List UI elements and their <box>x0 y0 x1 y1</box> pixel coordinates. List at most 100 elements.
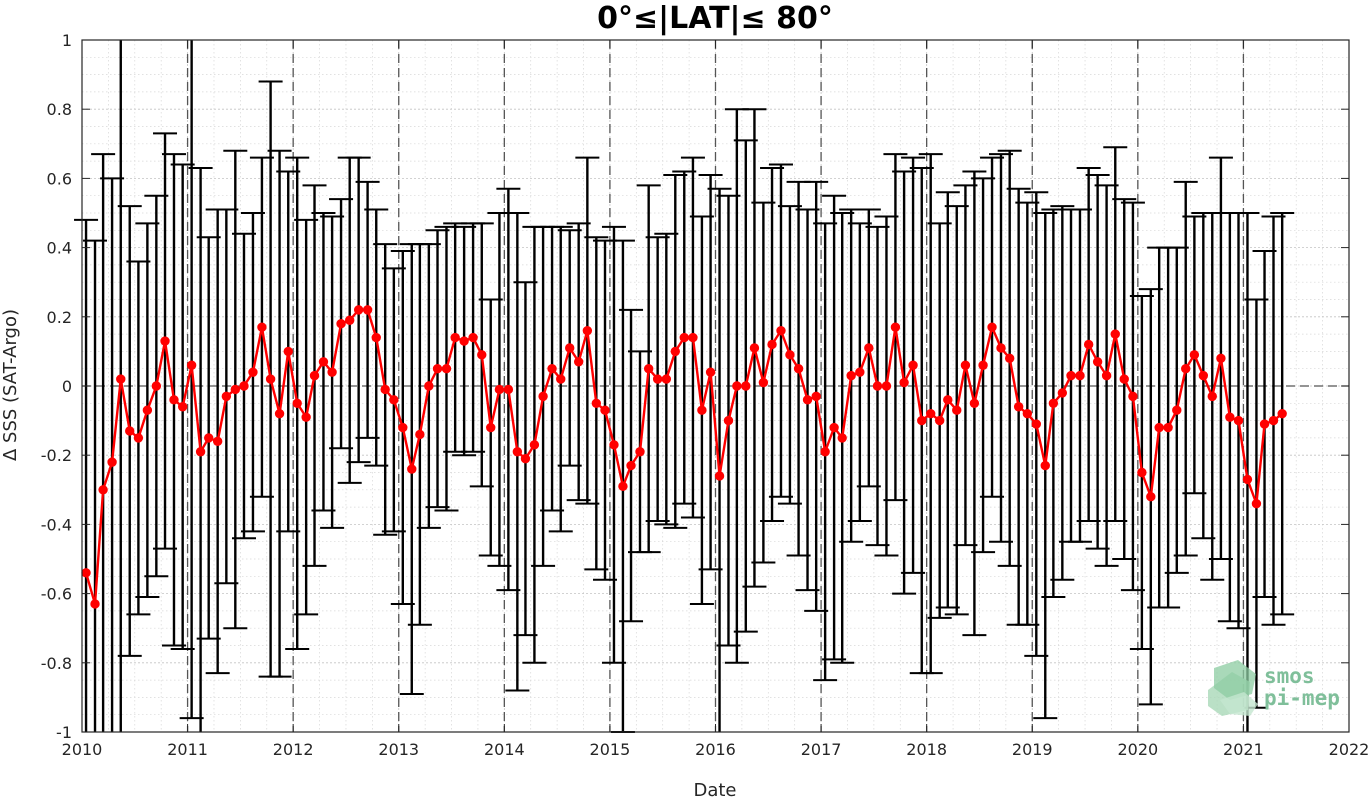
y-tick-label: -0.8 <box>41 654 72 673</box>
data-point <box>1040 460 1050 471</box>
data-point <box>177 402 188 412</box>
data-point <box>1137 467 1147 478</box>
data-point <box>169 395 179 405</box>
data-point <box>459 336 469 346</box>
data-point <box>758 377 769 388</box>
x-tick-label: 2013 <box>378 740 419 759</box>
data-point <box>591 398 602 408</box>
data-point <box>987 322 997 332</box>
y-tick-label: 0.6 <box>47 169 72 188</box>
data-point <box>407 464 417 474</box>
logo-text-line1: smos <box>1264 664 1315 688</box>
data-point <box>432 364 443 374</box>
data-point <box>1198 370 1209 381</box>
data-point <box>503 384 514 395</box>
y-tick-label: -0.6 <box>41 585 72 604</box>
data-point <box>336 319 346 329</box>
data-point <box>1242 474 1253 485</box>
data-point <box>450 332 460 343</box>
data-point <box>265 374 276 384</box>
y-tick-label: 0.2 <box>47 308 72 327</box>
data-point <box>1251 498 1262 509</box>
data-point <box>204 433 214 443</box>
x-tick-label: 2021 <box>1223 740 1264 759</box>
data-point <box>1172 405 1182 415</box>
data-point <box>116 374 126 384</box>
x-axis-label: Date <box>693 780 736 799</box>
data-point <box>1083 339 1094 350</box>
data-point <box>1189 350 1200 360</box>
data-point <box>248 367 258 377</box>
logo-leaf-3 <box>1220 692 1258 716</box>
data-point <box>1057 388 1068 398</box>
data-point <box>802 395 813 405</box>
data-point <box>221 391 232 402</box>
data-point <box>1031 419 1041 429</box>
data-point <box>855 367 865 377</box>
data-point <box>345 315 355 325</box>
x-tick-label: 2019 <box>1012 740 1053 759</box>
data-point <box>125 426 135 436</box>
x-tick-label: 2012 <box>273 740 314 759</box>
data-point <box>618 481 628 492</box>
y-tick-label: 1 <box>62 31 72 50</box>
data-point <box>960 360 971 370</box>
x-tick-label: 2010 <box>62 740 103 759</box>
data-point <box>899 377 909 388</box>
data-point <box>1216 353 1226 364</box>
data-point <box>1277 408 1287 419</box>
data-point <box>582 325 593 336</box>
data-point <box>670 346 680 357</box>
data-point <box>881 381 892 391</box>
logo-leaf-2 <box>1214 660 1256 700</box>
data-point <box>151 381 162 391</box>
data-point <box>1181 364 1191 374</box>
data-point <box>1092 357 1103 367</box>
data-point <box>1119 374 1129 384</box>
data-point <box>776 325 786 336</box>
y-tick-label: 0.4 <box>47 239 72 258</box>
data-point <box>556 374 566 384</box>
data-point <box>969 398 980 408</box>
data-point <box>353 305 364 315</box>
data-point <box>1154 422 1164 433</box>
data-point <box>943 395 953 405</box>
data-point <box>661 374 672 384</box>
data-point <box>723 415 734 426</box>
data-point <box>890 322 901 332</box>
y-tick-label: -1 <box>56 723 72 742</box>
data-point <box>917 415 927 426</box>
data-point <box>90 599 100 609</box>
data-point <box>257 322 267 332</box>
data-point <box>565 343 575 353</box>
data-point <box>643 364 654 374</box>
x-tick-label: 2020 <box>1117 740 1158 759</box>
data-point <box>697 405 707 415</box>
data-point <box>520 453 531 464</box>
data-point <box>1146 492 1156 502</box>
data-point <box>837 433 847 443</box>
data-point <box>494 384 505 395</box>
data-point <box>934 415 945 426</box>
data-point <box>81 568 91 578</box>
data-point <box>538 391 548 402</box>
y-tick-label: 0 <box>62 377 72 396</box>
x-tick-label: 2022 <box>1329 740 1370 759</box>
data-point <box>609 440 619 450</box>
data-point <box>1225 412 1235 422</box>
data-point <box>785 350 795 360</box>
data-point <box>705 367 716 377</box>
data-point <box>846 370 856 381</box>
data-point <box>1233 415 1244 426</box>
data-point <box>1128 391 1138 402</box>
x-tick-label: 2014 <box>484 740 525 759</box>
x-tick-label: 2017 <box>801 740 842 759</box>
series-layer <box>81 305 1287 609</box>
data-point <box>468 332 478 343</box>
x-tick-label: 2015 <box>590 740 631 759</box>
data-point <box>362 305 373 315</box>
data-point <box>486 422 496 433</box>
data-point <box>829 422 839 433</box>
logo-text-line2: pi-mep <box>1264 686 1340 710</box>
